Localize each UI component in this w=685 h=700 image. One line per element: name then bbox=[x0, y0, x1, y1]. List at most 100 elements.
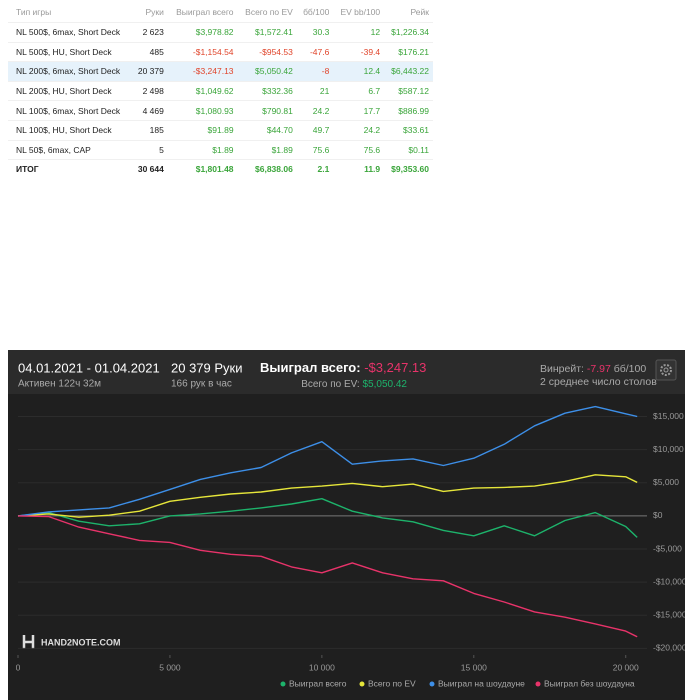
legend-marker bbox=[535, 681, 541, 687]
cell: $1,801.48 bbox=[167, 159, 238, 179]
cell: 17.7 bbox=[333, 100, 385, 121]
cell: $176.21 bbox=[384, 41, 433, 62]
cell: $9,353.60 bbox=[384, 159, 433, 179]
cell: -$3,247.13 bbox=[167, 61, 238, 82]
legend-label: Выиграл на шоудауне bbox=[438, 678, 525, 688]
cell: $5,050.42 bbox=[237, 61, 297, 82]
active-time: Активен 122ч 32м bbox=[18, 379, 101, 390]
cell: $1,049.62 bbox=[167, 80, 238, 101]
won-value: -$3,247.13 bbox=[364, 360, 426, 375]
column-header: Рейк bbox=[410, 7, 430, 17]
cell: 75.6 bbox=[333, 139, 385, 160]
y-tick-label: $15,000 bbox=[653, 411, 684, 421]
cell: 2 623 bbox=[131, 22, 168, 43]
hands: 20 379 Руки bbox=[171, 360, 243, 375]
settings-button[interactable] bbox=[655, 359, 677, 381]
table-row: NL 50$, 6max, CAP 5 $1.89 $1.89 75.6 75.6 $0.1… bbox=[8, 139, 433, 160]
table-row: NL 200$, HU, Short Deck 2 498 $1,049.62 $33… bbox=[8, 80, 433, 101]
cell: $91.89 bbox=[167, 119, 238, 141]
game-type: NL 500$, HU, Short Deck bbox=[8, 41, 132, 62]
legend-marker bbox=[429, 681, 435, 687]
table-row: NL 100$, 6max, Short Deck 4 469 $1,080.93 $… bbox=[8, 100, 433, 121]
logo-text: HAND2NOTE.COM bbox=[41, 637, 121, 647]
y-tick-label: -$20,000 bbox=[653, 643, 685, 653]
column-header: бб/100 bbox=[303, 7, 330, 17]
cell: $587.12 bbox=[384, 80, 433, 101]
y-tick-label: -$15,000 bbox=[653, 610, 685, 620]
chart-panel: 04.01.2021 - 01.04.2021 Активен 122ч 32м… bbox=[8, 350, 685, 700]
cell: $1,226.34 bbox=[384, 22, 433, 43]
cell: $1,572.41 bbox=[237, 22, 297, 43]
y-tick-label: $10,000 bbox=[653, 444, 684, 454]
ev-label: Всего по EV: bbox=[301, 379, 360, 390]
game-type: NL 100$, HU, Short Deck bbox=[8, 119, 132, 141]
cell: 6.7 bbox=[333, 80, 385, 101]
cell: $332.36 bbox=[237, 80, 297, 101]
cell: -8 bbox=[296, 61, 334, 82]
winrate-label: Винрейт: bbox=[540, 363, 584, 375]
game-type: NL 100$, 6max, Short Deck bbox=[8, 100, 132, 121]
x-tick-label: 20 000 bbox=[613, 662, 639, 672]
cell: 24.2 bbox=[296, 100, 334, 121]
cell: 12 bbox=[333, 22, 385, 43]
cell: -39.4 bbox=[333, 41, 385, 62]
cell: 30 644 bbox=[131, 159, 168, 179]
cell: 75.6 bbox=[296, 139, 334, 160]
cell: 2 498 bbox=[131, 80, 168, 101]
y-tick-label: $5,000 bbox=[653, 477, 679, 487]
cell: -$1,154.54 bbox=[167, 41, 238, 62]
won-label: Выиграл всего: bbox=[260, 360, 361, 375]
column-header: EV bb/100 bbox=[340, 7, 381, 17]
cell: $33.61 bbox=[384, 119, 433, 141]
series-line bbox=[17, 405, 638, 517]
cell: 11.9 bbox=[333, 159, 385, 179]
game-type: NL 500$, 6max, Short Deck bbox=[8, 22, 132, 43]
cell: $6,443.22 bbox=[384, 61, 433, 82]
x-tick-label: 0 bbox=[16, 662, 21, 672]
cell: $790.81 bbox=[237, 100, 297, 121]
legend-label: Выиграл без шоудауна bbox=[544, 678, 635, 688]
cell: 485 bbox=[131, 41, 168, 62]
column-header: Тип игры bbox=[16, 7, 52, 17]
winrate: Винрейт: -7.97 бб/100 bbox=[540, 363, 646, 375]
hands-per-hour: 166 рук в час bbox=[171, 379, 232, 390]
column-header: Руки bbox=[145, 7, 164, 17]
ev-value: $5,050.42 bbox=[363, 379, 408, 390]
cell: 30.3 bbox=[296, 22, 334, 43]
cell: 12.4 bbox=[333, 61, 385, 82]
y-tick-label: -$10,000 bbox=[653, 576, 685, 586]
x-tick-label: 5 000 bbox=[159, 662, 181, 672]
game-type: NL 200$, 6max, Short Deck bbox=[8, 61, 132, 82]
column-header: Выиграл всего bbox=[176, 7, 234, 17]
cell: 4 469 bbox=[131, 100, 168, 121]
cell: $6,838.06 bbox=[237, 159, 297, 179]
series-line bbox=[17, 474, 638, 518]
cell: $1.89 bbox=[167, 139, 238, 160]
cell: -$954.53 bbox=[237, 41, 297, 62]
cell: $44.70 bbox=[237, 119, 297, 141]
stats-table: Тип игры Руки Выиграл всего Всего по EV бб/1… bbox=[8, 2, 433, 179]
cell: 21 bbox=[296, 80, 334, 101]
x-tick-label: 10 000 bbox=[309, 662, 335, 672]
cell: 49.7 bbox=[296, 119, 334, 141]
y-tick-label: -$5,000 bbox=[653, 543, 682, 553]
series-line bbox=[17, 515, 638, 638]
winrate-unit: бб/100 bbox=[614, 363, 647, 375]
avg-tables: 2 среднее число столов bbox=[540, 376, 657, 388]
series-line bbox=[17, 498, 638, 538]
table-row: NL 500$, HU, Short Deck 485 -$1,154.54 -$95… bbox=[8, 41, 433, 62]
column-header: Всего по EV bbox=[245, 7, 293, 17]
x-tick-label: 15 000 bbox=[461, 662, 487, 672]
table-row: NL 200$, 6max, Short Deck 20 379 -$3,247.1… bbox=[8, 61, 433, 82]
table-row: NL 500$, 6max, Short Deck 2 623 $3,978.82 $… bbox=[8, 22, 433, 43]
game-type: NL 200$, HU, Short Deck bbox=[8, 80, 132, 101]
cell: 5 bbox=[131, 139, 168, 160]
game-type: NL 50$, 6max, CAP bbox=[8, 139, 132, 160]
cell: $3,978.82 bbox=[167, 22, 238, 43]
cell: 24.2 bbox=[333, 119, 385, 141]
table-row: NL 100$, HU, Short Deck 185 $91.89 $44.70 49… bbox=[8, 119, 433, 141]
legend-marker bbox=[359, 681, 365, 687]
cell: $1.89 bbox=[237, 139, 297, 160]
ev-total: Всего по EV: $5,050.42 bbox=[301, 379, 407, 390]
